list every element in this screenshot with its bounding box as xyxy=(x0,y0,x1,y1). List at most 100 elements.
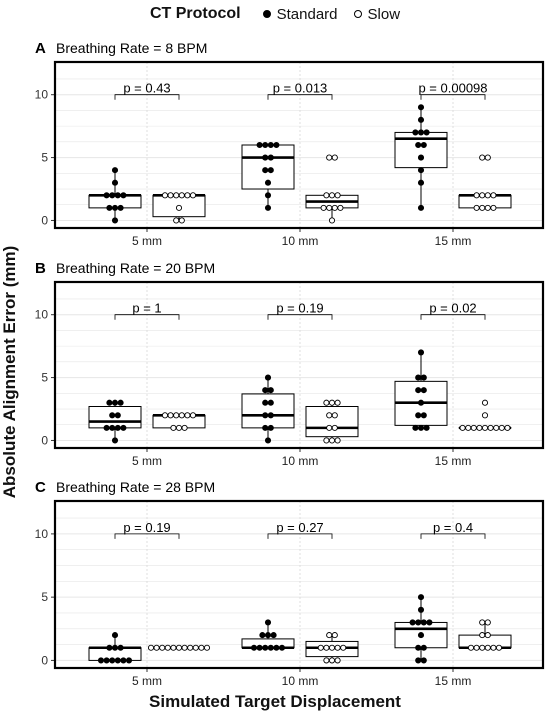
data-point-slow xyxy=(337,204,344,211)
data-point-slow xyxy=(490,204,497,211)
p-value-bracket xyxy=(114,533,180,539)
data-point-standard xyxy=(262,154,269,161)
x-tick-label: 10 mm xyxy=(282,454,319,468)
data-point-slow xyxy=(476,424,483,431)
data-point-slow xyxy=(173,192,180,199)
data-point-slow xyxy=(495,644,503,651)
data-point-standard xyxy=(417,594,425,601)
data-point-slow xyxy=(161,192,169,199)
data-point-slow xyxy=(484,204,491,211)
data-point-slow xyxy=(334,644,341,651)
data-point-slow xyxy=(323,657,330,664)
p-value-bracket xyxy=(114,314,180,320)
panel-c: C Breathing Rate = 28 BPM 0 5 10 5 mm 10 mm 15 … xyxy=(35,479,545,688)
data-point-standard xyxy=(109,192,116,199)
data-point-standard xyxy=(262,167,269,174)
data-point-standard xyxy=(417,204,425,211)
data-point-slow xyxy=(334,437,341,444)
data-point-standard xyxy=(267,141,274,149)
legend-title: CT Protocol xyxy=(149,5,241,22)
data-point-slow xyxy=(181,424,188,431)
box-standard xyxy=(241,393,295,429)
panel-frame xyxy=(53,499,545,670)
panel-a: A Breathing Rate = 8 BPM 0 5 10 5 mm 10 mm 15 m… xyxy=(35,40,545,248)
data-point-standard xyxy=(423,424,430,431)
data-point-slow xyxy=(490,644,497,651)
panel-frame xyxy=(53,280,545,450)
y-tick-label: 10 xyxy=(35,308,49,322)
panel-label: C xyxy=(35,479,46,496)
data-point-slow xyxy=(340,644,347,651)
data-point-standard xyxy=(412,129,419,136)
data-point-slow xyxy=(323,192,330,199)
data-point-slow xyxy=(323,399,330,406)
x-tick-label: 15 mm xyxy=(435,234,472,248)
data-point-standard xyxy=(114,424,121,431)
data-point-slow xyxy=(164,644,171,651)
panel-b: B Breathing Rate = 20 BPM 0 5 10 5 mm 10 mm 15 … xyxy=(35,260,545,468)
data-point-standard xyxy=(111,632,119,639)
data-point-standard xyxy=(117,644,124,651)
data-point-slow xyxy=(479,154,486,161)
data-point-slow xyxy=(178,217,185,224)
data-point-slow xyxy=(178,192,185,199)
data-point-standard xyxy=(267,387,274,394)
data-point-slow xyxy=(493,424,500,431)
data-point-slow xyxy=(465,424,472,431)
y-tick-label: 5 xyxy=(41,590,48,604)
data-point-standard xyxy=(267,424,274,431)
data-point-standard xyxy=(264,179,272,186)
p-value-label: p = 0.00098 xyxy=(418,81,487,96)
p-value-bracket xyxy=(114,94,180,100)
data-point-standard xyxy=(273,644,280,651)
data-point-slow xyxy=(484,644,491,651)
legend-item-slow: Slow xyxy=(353,6,400,23)
data-point-slow xyxy=(328,192,336,199)
p-value-label: p = 0.013 xyxy=(273,81,328,96)
data-point-standard xyxy=(262,387,269,394)
data-point-standard xyxy=(417,349,425,356)
y-tick-label: 0 xyxy=(41,213,48,227)
data-point-standard xyxy=(103,657,110,664)
data-point-standard xyxy=(111,399,119,406)
data-point-standard xyxy=(417,104,425,111)
x-tick-label: 10 mm xyxy=(282,234,319,248)
x-tick-label: 5 mm xyxy=(132,234,162,248)
p-value-bracket xyxy=(267,94,333,100)
p-value-bracket xyxy=(420,94,486,100)
data-point-slow xyxy=(173,217,180,224)
data-point-standard xyxy=(409,619,416,626)
data-point-standard xyxy=(111,204,119,211)
box-standard xyxy=(88,406,142,429)
data-point-slow xyxy=(479,204,486,211)
data-point-standard xyxy=(415,374,422,381)
data-point-standard xyxy=(109,424,116,431)
data-point-slow xyxy=(334,192,341,199)
box-standard xyxy=(241,638,295,649)
data-point-slow xyxy=(479,619,486,626)
data-point-slow xyxy=(331,412,338,419)
data-point-standard xyxy=(103,192,110,199)
data-point-slow xyxy=(161,412,169,419)
p-value-bracket xyxy=(420,533,486,539)
panel-label: A xyxy=(35,40,46,57)
data-point-slow xyxy=(167,412,174,419)
data-point-slow xyxy=(331,154,338,161)
data-point-standard xyxy=(270,632,277,639)
data-point-standard xyxy=(417,399,425,406)
p-value-label: p = 0.19 xyxy=(123,520,170,535)
data-point-slow xyxy=(481,412,489,419)
data-point-standard xyxy=(420,387,427,394)
data-point-standard xyxy=(417,154,425,161)
data-point-standard xyxy=(412,424,419,431)
data-point-standard xyxy=(109,657,116,664)
data-point-slow xyxy=(328,644,336,651)
y-tick-label: 5 xyxy=(41,151,48,165)
data-point-standard xyxy=(106,399,113,406)
data-point-standard xyxy=(267,644,274,651)
data-point-slow xyxy=(328,657,336,664)
data-point-slow xyxy=(484,154,491,161)
data-point-slow xyxy=(189,192,197,199)
data-point-standard xyxy=(420,619,427,626)
panel-title: Breathing Rate = 28 BPM xyxy=(56,479,215,495)
